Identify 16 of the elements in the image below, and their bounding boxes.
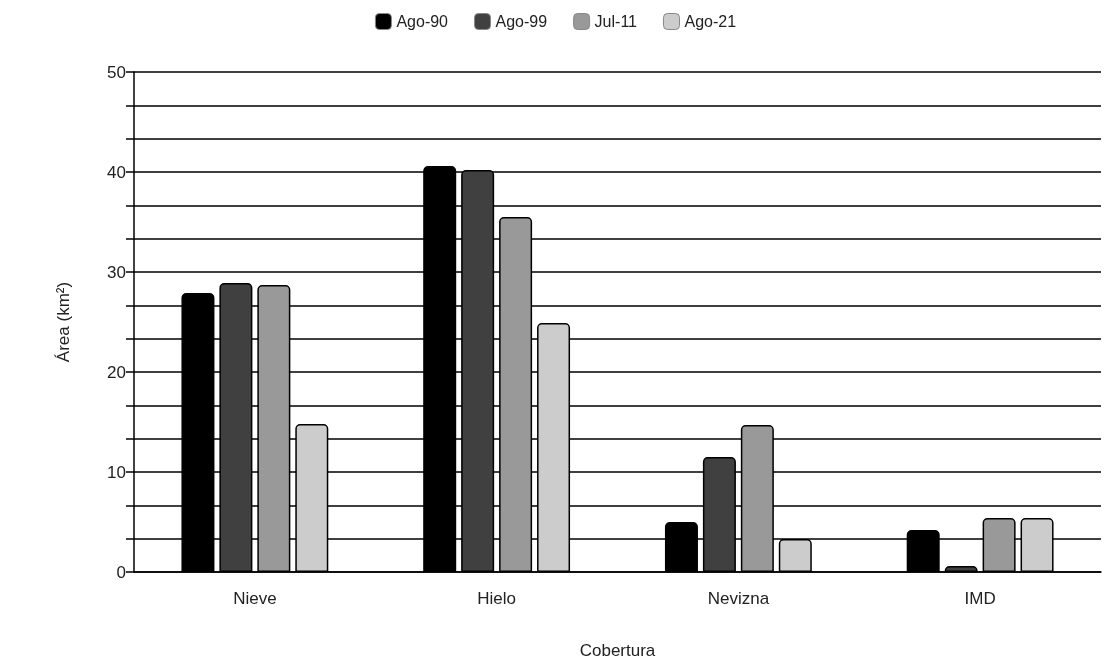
- legend-label: Ago-21: [684, 13, 737, 30]
- legend-label: Ago-90: [396, 13, 449, 30]
- x-axis-title: Cobertura: [579, 641, 656, 660]
- y-tick-label: 0: [116, 562, 126, 582]
- legend-label: Ago-99: [495, 13, 548, 30]
- x-tick-label: IMD: [964, 589, 996, 608]
- legend-label: Jul-11: [594, 13, 638, 30]
- y-tick-label: 50: [107, 62, 126, 82]
- x-tick-label: Nevizna: [707, 589, 770, 608]
- y-tick-label: 10: [107, 462, 126, 482]
- y-axis-title: Área (km²): [54, 281, 73, 363]
- y-tick-label: 40: [107, 162, 126, 182]
- y-tick-label: 20: [107, 362, 126, 382]
- x-tick-label: Hielo: [477, 589, 516, 608]
- y-tick-label: 30: [107, 262, 126, 282]
- x-tick-label: Nieve: [233, 589, 277, 608]
